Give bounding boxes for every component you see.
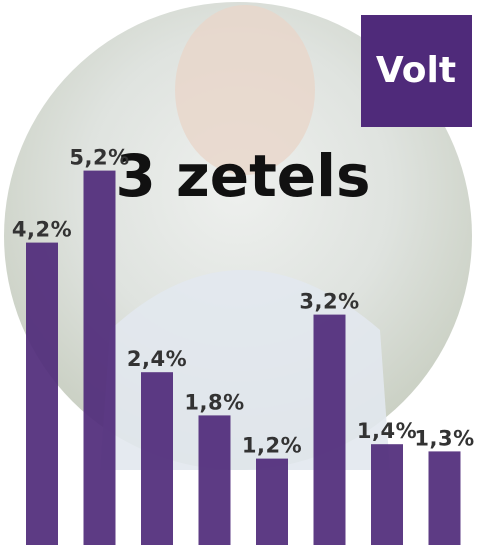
bar — [371, 444, 403, 545]
bar — [256, 459, 288, 545]
value-label: 1,4% — [357, 419, 417, 443]
value-label: 3,2% — [299, 290, 359, 314]
logo-text: Volt — [376, 50, 456, 91]
chart: 3 zetels Volt 4,2% 5,2% 2,4% 1,8% 1,2% 3,2% 1,… — [0, 0, 477, 545]
bar — [84, 171, 116, 545]
value-label: 5,2% — [69, 146, 129, 170]
bar — [26, 243, 58, 545]
value-label: 1,3% — [414, 426, 474, 450]
bar — [314, 315, 346, 545]
value-label: 1,8% — [184, 390, 244, 414]
bar — [429, 451, 461, 545]
page: {"chart_data": {"type": "bar", "title": … — [0, 0, 477, 545]
value-label: 4,2% — [12, 218, 72, 242]
value-label: 2,4% — [127, 347, 187, 371]
bar — [141, 372, 173, 545]
value-label: 1,2% — [242, 434, 302, 458]
chart-title: 3 zetels — [115, 142, 370, 210]
bar — [199, 415, 231, 545]
